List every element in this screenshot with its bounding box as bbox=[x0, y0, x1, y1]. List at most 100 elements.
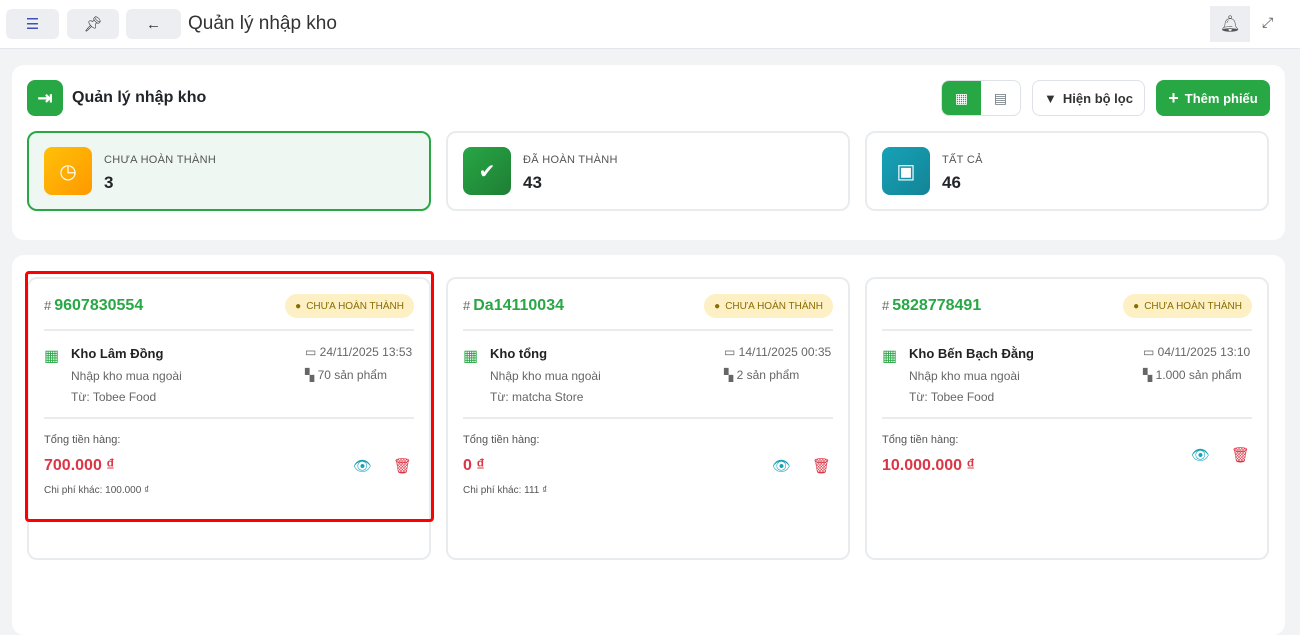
supplier: Từ: Tobee Food bbox=[71, 390, 157, 404]
clock-icon: ● bbox=[1133, 300, 1140, 312]
grid-icon: ▦ bbox=[954, 89, 969, 106]
trash-icon: 🗑︎ bbox=[393, 458, 413, 475]
other-cost: Chi phí khác: 111 ₫ bbox=[463, 485, 548, 496]
total-label: Tổng tiền hàng: bbox=[44, 434, 121, 446]
trash-icon: 🗑︎ bbox=[1231, 447, 1251, 464]
supplier: Từ: Tobee Food bbox=[909, 390, 995, 404]
add-receipt-button[interactable]: + Thêm phiếu bbox=[1156, 80, 1270, 116]
stat-incomplete[interactable]: ◷ CHƯA HOÀN THÀNH 3 bbox=[27, 131, 431, 211]
datetime-text: 24/11/2025 13:53 bbox=[319, 345, 413, 359]
quantity: ▚ 1.000 sản phẩm bbox=[1143, 368, 1242, 382]
quantity-text: 70 sản phẩm bbox=[317, 368, 387, 382]
selection-highlight bbox=[25, 271, 434, 522]
calendar-icon: ▭ bbox=[724, 345, 739, 359]
receipt-type: Nhập kho mua ngoài bbox=[71, 369, 182, 383]
receipt-id-text: 9607830554 bbox=[54, 297, 144, 314]
boxes-icon: ▣ bbox=[882, 147, 930, 195]
delete-button[interactable]: 🗑︎ bbox=[1231, 446, 1250, 464]
view-button[interactable]: 👁︎ bbox=[353, 457, 372, 475]
eye-icon: 👁︎ bbox=[772, 458, 792, 475]
receipt-card[interactable]: #9607830554 ● CHƯA HOÀN THÀNH ▦ Kho Lâm Đ… bbox=[27, 277, 431, 560]
clock-icon: ◷ bbox=[44, 147, 92, 195]
divider bbox=[44, 417, 414, 419]
total-value: 700.000 ₫ bbox=[44, 457, 115, 474]
status-badge: ● CHƯA HOÀN THÀNH bbox=[704, 294, 833, 318]
receipt-id[interactable]: #5828778491 bbox=[882, 297, 982, 314]
receipt-id[interactable]: #9607830554 bbox=[44, 297, 144, 314]
back-button[interactable]: ← bbox=[126, 9, 181, 39]
status-badge: ● CHƯA HOÀN THÀNH bbox=[1123, 294, 1252, 318]
view-toggle: ▦ ▤ bbox=[941, 80, 1021, 116]
filter-button[interactable]: ▼ Hiện bộ lọc bbox=[1032, 80, 1145, 116]
status-text: CHƯA HOÀN THÀNH bbox=[306, 300, 404, 312]
receipt-type: Nhập kho mua ngoài bbox=[909, 369, 1020, 383]
warehouse-icon: ▦ bbox=[463, 348, 479, 365]
check-circle-icon: ✔ bbox=[463, 147, 511, 195]
page-title: Quản lý nhập kho bbox=[188, 13, 337, 34]
plus-icon: + bbox=[1168, 87, 1179, 108]
table-view-button[interactable]: ▤ bbox=[981, 81, 1020, 115]
status-text: CHƯA HOÀN THÀNH bbox=[725, 300, 823, 312]
receipt-card[interactable]: # Da14110034 ● CHƯA HOÀN THÀNH ▦ Kho tổng … bbox=[446, 277, 850, 560]
status-text: CHƯA HOÀN THÀNH bbox=[1144, 300, 1242, 312]
pin-button[interactable]: 📌︎ bbox=[67, 9, 119, 39]
stat-all[interactable]: ▣ TẤT CẢ 46 bbox=[865, 131, 1269, 211]
quantity: ▚ 70 sản phẩm bbox=[305, 368, 387, 382]
filter-icon: ▼ bbox=[1044, 90, 1057, 106]
stat-label: ĐÃ HOÀN THÀNH bbox=[523, 154, 618, 166]
divider bbox=[463, 417, 833, 419]
clock-icon: ● bbox=[714, 300, 721, 312]
stat-value: 46 bbox=[942, 173, 961, 192]
warehouse-name: Kho Bến Bạch Đằng bbox=[909, 346, 1034, 361]
total-label: Tổng tiền hàng: bbox=[882, 434, 959, 446]
total-value: 0 ₫ bbox=[463, 457, 485, 474]
stat-completed[interactable]: ✔ ĐÃ HOÀN THÀNH 43 bbox=[446, 131, 850, 211]
datetime: ▭ 04/11/2025 13:10 bbox=[1143, 345, 1250, 359]
view-button[interactable]: 👁︎ bbox=[1191, 446, 1210, 464]
pin-icon: 📌︎ bbox=[83, 16, 103, 33]
total-label: Tổng tiền hàng: bbox=[463, 434, 540, 446]
grid-view-button[interactable]: ▦ bbox=[942, 81, 981, 115]
datetime: ▭ 24/11/2025 13:53 bbox=[305, 345, 412, 359]
quantity: ▚ 2 sản phẩm bbox=[724, 368, 799, 382]
view-button[interactable]: 👁︎ bbox=[772, 457, 791, 475]
sign-in-icon: ⇥ bbox=[27, 80, 63, 116]
boxes-icon: ▚ bbox=[724, 368, 737, 382]
eye-icon: 👁︎ bbox=[353, 458, 373, 475]
warehouse-icon: ▦ bbox=[44, 348, 60, 365]
other-cost: Chi phí khác: 100.000 ₫ bbox=[44, 485, 150, 496]
top-bar: ☰ 📌︎ ← Quản lý nhập kho 🔔︎ ⤢ bbox=[0, 0, 1300, 49]
boxes-icon: ▚ bbox=[305, 368, 318, 382]
divider bbox=[882, 417, 1252, 419]
boxes-icon: ▚ bbox=[1143, 368, 1156, 382]
status-badge: ● CHƯA HOÀN THÀNH bbox=[285, 294, 414, 318]
trash-icon: 🗑︎ bbox=[812, 458, 832, 475]
stat-label: CHƯA HOÀN THÀNH bbox=[104, 154, 217, 166]
warehouse-name: Kho tổng bbox=[490, 346, 548, 361]
quantity-text: 2 sản phẩm bbox=[736, 368, 800, 382]
receipt-type: Nhập kho mua ngoài bbox=[490, 369, 601, 383]
notification-button[interactable]: 🔔︎ bbox=[1210, 6, 1250, 42]
receipt-id-text: Da14110034 bbox=[473, 297, 564, 314]
section-title: Quản lý nhập kho bbox=[72, 89, 207, 106]
add-label: Thêm phiếu bbox=[1184, 90, 1258, 106]
divider bbox=[463, 329, 833, 331]
delete-button[interactable]: 🗑︎ bbox=[393, 457, 412, 475]
arrow-left-icon: ← bbox=[146, 15, 161, 33]
quantity-text: 1.000 sản phẩm bbox=[1155, 368, 1242, 382]
menu-icon: ☰ bbox=[25, 16, 40, 33]
table-icon: ▤ bbox=[993, 89, 1008, 106]
warehouse-name: Kho Lâm Đồng bbox=[71, 346, 164, 361]
delete-button[interactable]: 🗑︎ bbox=[812, 457, 831, 475]
receipt-card[interactable]: #5828778491 ● CHƯA HOÀN THÀNH ▦ Kho Bến B… bbox=[865, 277, 1269, 560]
eye-icon: 👁︎ bbox=[1191, 447, 1211, 464]
bell-icon: 🔔︎ bbox=[1219, 16, 1241, 33]
supplier: Từ: matcha Store bbox=[490, 390, 584, 404]
datetime-text: 04/11/2025 13:10 bbox=[1157, 345, 1251, 359]
receipt-id[interactable]: # Da14110034 bbox=[463, 297, 564, 314]
menu-button[interactable]: ☰ bbox=[6, 9, 59, 39]
datetime: ▭ 14/11/2025 00:35 bbox=[724, 345, 831, 359]
stat-value: 43 bbox=[523, 173, 542, 192]
fullscreen-button[interactable]: ⤢ bbox=[1262, 14, 1273, 31]
calendar-icon: ▭ bbox=[1143, 345, 1158, 359]
